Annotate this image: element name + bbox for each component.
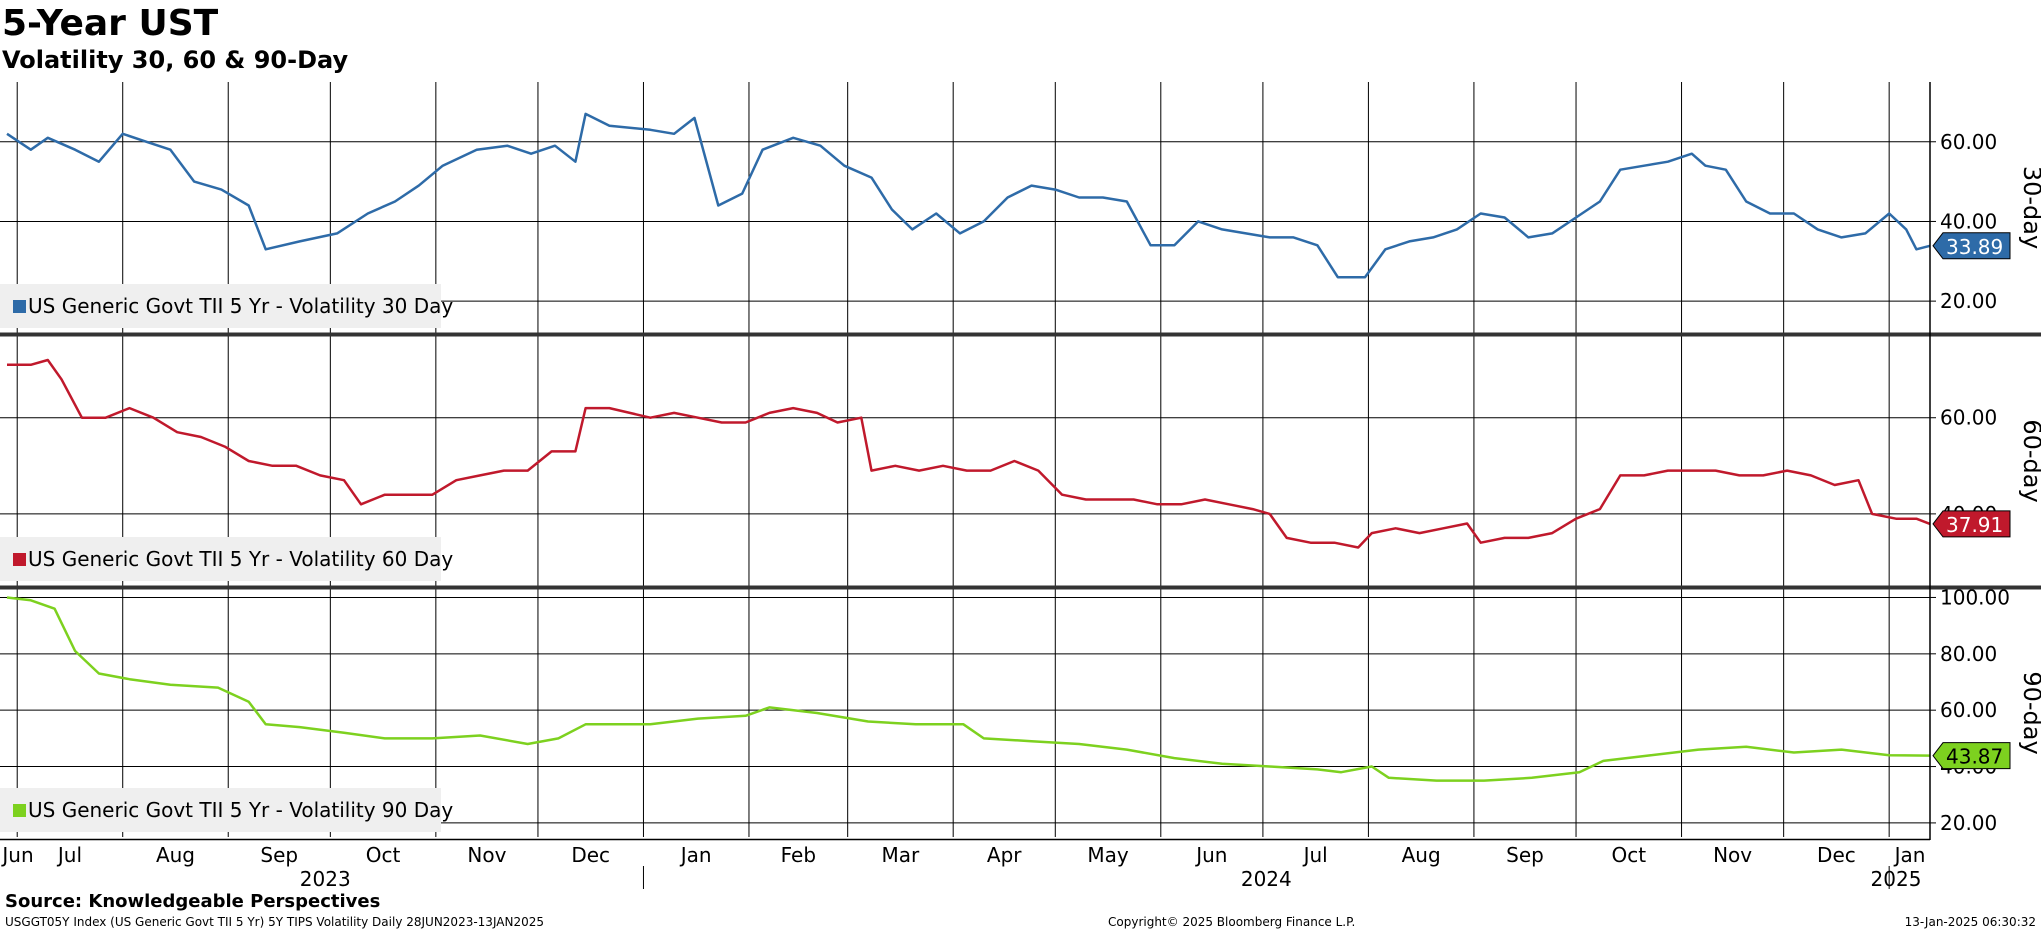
copyright-note: Copyright© 2025 Bloomberg Finance L.P.	[1108, 915, 1356, 929]
x-month-label: Nov	[467, 843, 506, 867]
x-month-label: Aug	[156, 843, 195, 867]
legend-box	[0, 284, 441, 328]
x-year-label: 2024	[1241, 867, 1292, 891]
chart-title: 5-Year UST	[2, 3, 219, 44]
legend-box	[0, 788, 441, 832]
y-tick-label: 80.00	[1940, 642, 1997, 666]
x-month-label: Sep	[1506, 843, 1544, 867]
x-month-label: Apr	[987, 843, 1022, 867]
last-value-marker	[1932, 510, 2011, 538]
last-value-label: 37.91	[1946, 513, 2003, 537]
source-note: Source: Knowledgeable Perspectives	[5, 891, 381, 912]
x-month-label: Sep	[260, 843, 298, 867]
y-tick-label: 40.00	[1940, 209, 1997, 233]
y-tick-label: 60.00	[1940, 698, 1997, 722]
panel-axis-label: 60-day	[2018, 419, 2041, 502]
x-month-label: Jun	[0, 843, 33, 867]
x-month-label: May	[1087, 843, 1129, 867]
y-tick-label: 60.00	[1940, 130, 1997, 154]
x-month-label: Aug	[1402, 843, 1441, 867]
panel-axis-label: 90-day	[2018, 671, 2041, 754]
panel-axis-label: 30-day	[2018, 166, 2041, 249]
x-month-label: Jul	[56, 843, 82, 867]
legend-swatch	[13, 804, 26, 817]
timestamp: 13-Jan-2025 06:30:32	[1904, 915, 2036, 929]
x-month-label: Oct	[366, 843, 401, 867]
legend-box	[0, 537, 441, 581]
last-value-label: 33.89	[1946, 235, 2003, 259]
y-tick-label: 20.00	[1940, 811, 1997, 835]
x-month-label: Oct	[1611, 843, 1646, 867]
x-month-label: Jul	[1302, 843, 1328, 867]
x-month-label: Dec	[1817, 843, 1856, 867]
legend-label: US Generic Govt TII 5 Yr - Volatility 90…	[28, 798, 453, 822]
x-month-label: Feb	[781, 843, 816, 867]
last-value-label: 43.87	[1946, 745, 2003, 769]
x-month-label: Jun	[1194, 843, 1227, 867]
ticker-info: USGGT05Y Index (US Generic Govt TII 5 Yr…	[5, 915, 544, 929]
y-tick-label: 60.00	[1940, 406, 1997, 430]
legend-swatch	[13, 300, 26, 313]
legend-label: US Generic Govt TII 5 Yr - Volatility 60…	[28, 547, 453, 571]
y-tick-label: 20.00	[1940, 289, 1997, 313]
last-value-marker	[1932, 232, 2011, 260]
x-month-label: Jan	[1893, 843, 1926, 867]
legend-swatch	[13, 553, 26, 566]
series-line	[7, 358, 1931, 549]
x-year-label: 2023	[300, 867, 351, 891]
chart-subtitle: Volatility 30, 60 & 90-Day	[2, 46, 349, 74]
series-line	[6, 596, 1931, 782]
x-month-label: Dec	[571, 843, 610, 867]
x-year-label: 2025	[1871, 867, 1922, 891]
legend-label: US Generic Govt TII 5 Yr - Volatility 30…	[28, 294, 453, 318]
x-month-label: Jan	[679, 843, 712, 867]
last-value-marker	[1932, 742, 2011, 770]
x-month-label: Nov	[1713, 843, 1752, 867]
series-line	[6, 112, 1931, 279]
x-month-label: Mar	[882, 843, 921, 867]
